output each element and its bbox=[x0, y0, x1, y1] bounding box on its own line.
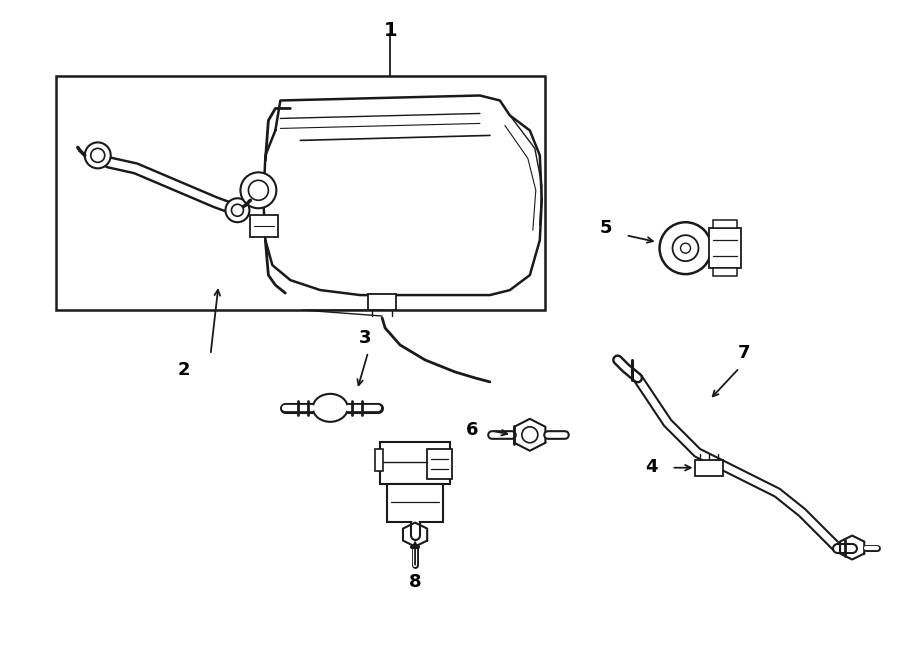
Bar bbox=[380, 442, 450, 484]
Text: 8: 8 bbox=[409, 574, 421, 592]
Text: 4: 4 bbox=[645, 457, 658, 476]
Bar bbox=[368, 294, 396, 310]
Circle shape bbox=[226, 198, 249, 222]
Bar bbox=[709, 228, 742, 268]
Text: 2: 2 bbox=[177, 361, 190, 379]
Bar bbox=[375, 449, 383, 471]
Circle shape bbox=[660, 222, 711, 274]
Text: 7: 7 bbox=[738, 344, 751, 362]
Text: 5: 5 bbox=[599, 219, 612, 237]
Circle shape bbox=[231, 204, 243, 216]
Text: 3: 3 bbox=[359, 329, 372, 347]
Ellipse shape bbox=[313, 394, 347, 422]
Bar bbox=[250, 215, 278, 237]
Bar bbox=[714, 268, 737, 276]
Bar bbox=[427, 449, 452, 479]
Text: 6: 6 bbox=[465, 421, 478, 439]
Circle shape bbox=[680, 243, 690, 253]
Bar bbox=[387, 484, 443, 522]
Bar bbox=[696, 460, 724, 476]
Circle shape bbox=[522, 427, 538, 443]
Circle shape bbox=[248, 180, 268, 200]
Circle shape bbox=[91, 148, 104, 163]
Circle shape bbox=[240, 173, 276, 208]
Circle shape bbox=[672, 235, 698, 261]
Circle shape bbox=[85, 142, 111, 169]
Bar bbox=[714, 220, 737, 228]
Bar bbox=[56, 75, 544, 310]
Text: 1: 1 bbox=[383, 20, 397, 40]
